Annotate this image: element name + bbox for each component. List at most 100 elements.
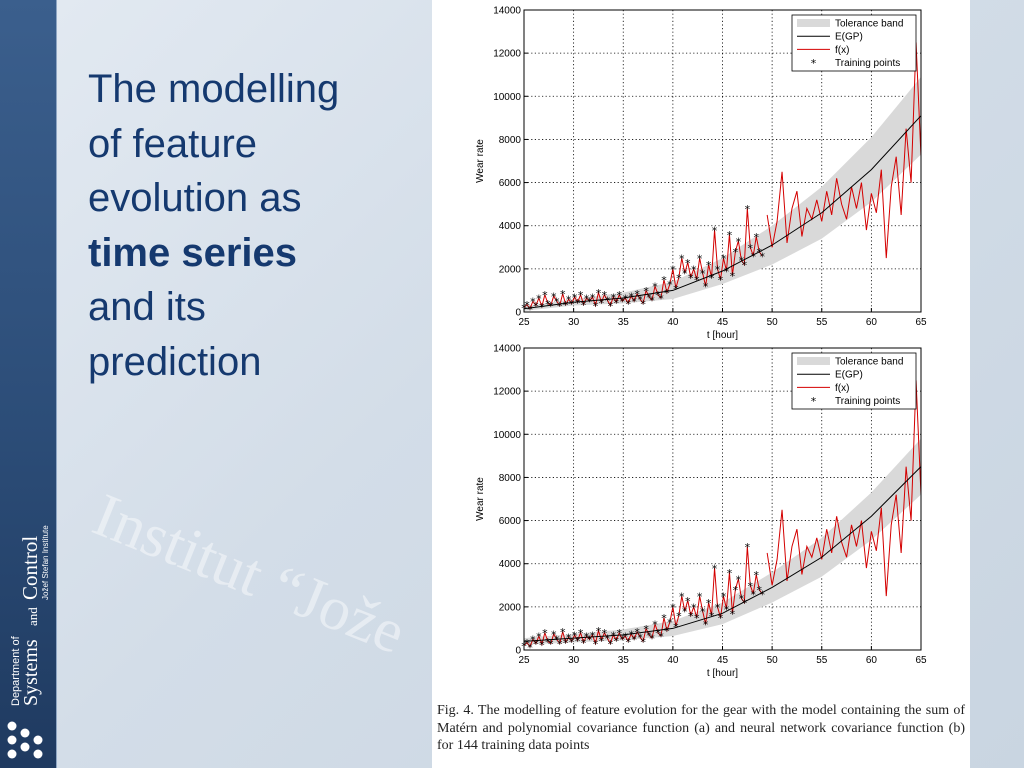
training-point: * bbox=[718, 274, 724, 287]
training-point: * bbox=[584, 630, 590, 643]
y-tick-label: 14000 bbox=[493, 6, 521, 17]
slide-title: The modelling of feature evolution as ti… bbox=[88, 62, 418, 389]
training-point: * bbox=[593, 300, 599, 313]
title-line-5: and its bbox=[88, 285, 206, 329]
training-point: * bbox=[694, 274, 700, 287]
legend-entry-label: Tolerance band bbox=[835, 357, 903, 368]
y-tick-label: 2000 bbox=[499, 602, 522, 613]
training-point: * bbox=[563, 299, 569, 312]
training-point: * bbox=[727, 229, 733, 242]
training-point: * bbox=[727, 567, 733, 580]
x-tick-label: 55 bbox=[816, 317, 828, 328]
x-tick-label: 50 bbox=[767, 317, 779, 328]
training-point: * bbox=[694, 612, 700, 625]
training-point: * bbox=[587, 296, 593, 309]
x-tick-label: 65 bbox=[915, 317, 927, 328]
training-point: * bbox=[756, 584, 762, 597]
training-point: * bbox=[655, 627, 661, 640]
training-point: * bbox=[703, 281, 709, 294]
training-point: * bbox=[640, 298, 646, 311]
y-axis-label: Wear rate bbox=[475, 477, 486, 521]
training-point: * bbox=[682, 606, 688, 619]
training-point: * bbox=[655, 289, 661, 302]
training-point: * bbox=[733, 246, 739, 259]
training-point: * bbox=[673, 283, 679, 296]
training-point: * bbox=[751, 588, 757, 601]
y-axis-label: Wear rate bbox=[475, 139, 486, 183]
training-point: * bbox=[587, 634, 593, 647]
training-point: * bbox=[667, 616, 673, 629]
training-point: * bbox=[700, 268, 706, 281]
x-tick-label: 25 bbox=[518, 655, 530, 666]
training-point: * bbox=[620, 634, 626, 647]
training-point: * bbox=[631, 634, 637, 647]
training-point: * bbox=[554, 296, 560, 309]
training-point: * bbox=[560, 288, 566, 301]
legend-band-swatch bbox=[797, 19, 830, 27]
training-point: * bbox=[759, 588, 765, 601]
training-point: * bbox=[602, 289, 608, 302]
training-point: * bbox=[739, 593, 745, 606]
training-point: * bbox=[676, 272, 682, 285]
training-point: * bbox=[685, 257, 691, 270]
legend: Tolerance band E(GP) f(x) * Training points bbox=[791, 352, 917, 410]
training-point: * bbox=[625, 298, 631, 311]
training-point: * bbox=[581, 299, 587, 312]
training-point: * bbox=[691, 263, 697, 276]
training-point: * bbox=[742, 597, 748, 610]
training-point: * bbox=[643, 285, 649, 298]
training-point: * bbox=[649, 295, 655, 308]
training-point: * bbox=[753, 231, 759, 244]
training-point: * bbox=[530, 634, 536, 647]
training-point: * bbox=[739, 255, 745, 268]
training-point: * bbox=[676, 610, 682, 623]
legend-training-swatch: * bbox=[811, 395, 817, 408]
legend-entry-label: Training points bbox=[835, 396, 900, 407]
training-point: * bbox=[524, 299, 530, 312]
y-tick-label: 12000 bbox=[493, 387, 521, 398]
training-point: * bbox=[646, 291, 652, 304]
training-point: * bbox=[691, 601, 697, 614]
training-point: * bbox=[530, 296, 536, 309]
training-point: * bbox=[608, 638, 614, 651]
y-tick-label: 12000 bbox=[493, 49, 521, 60]
x-tick-label: 40 bbox=[667, 655, 679, 666]
training-point: * bbox=[590, 291, 596, 304]
training-point: * bbox=[551, 628, 557, 641]
training-point: * bbox=[658, 292, 664, 305]
fx-line bbox=[766, 42, 922, 259]
training-point: * bbox=[664, 287, 670, 300]
y-tick-label: 6000 bbox=[499, 178, 522, 189]
y-tick-label: 10000 bbox=[493, 92, 521, 103]
training-point: * bbox=[706, 597, 712, 610]
training-point: * bbox=[527, 641, 533, 654]
training-point: * bbox=[560, 626, 566, 639]
training-point: * bbox=[631, 296, 637, 309]
training-point: * bbox=[646, 629, 652, 642]
x-tick-label: 40 bbox=[667, 317, 679, 328]
legend-entry-label: f(x) bbox=[835, 45, 849, 56]
legend-entry-label: E(GP) bbox=[835, 370, 863, 381]
training-point: * bbox=[548, 638, 554, 651]
training-point: * bbox=[670, 601, 676, 614]
training-point: * bbox=[661, 612, 667, 625]
training-point: * bbox=[745, 541, 751, 554]
training-point: * bbox=[524, 637, 530, 650]
training-point: * bbox=[572, 291, 578, 304]
training-point: * bbox=[575, 635, 581, 648]
training-point: * bbox=[718, 612, 724, 625]
training-point: * bbox=[566, 632, 572, 645]
title-line-4-bold: time series bbox=[88, 230, 298, 275]
training-point: * bbox=[527, 303, 533, 316]
training-point: * bbox=[622, 292, 628, 305]
legend-entry-label: E(GP) bbox=[835, 32, 863, 43]
title-line-6: prediction bbox=[88, 339, 262, 384]
legend-training-swatch: * bbox=[811, 57, 817, 70]
y-tick-label: 0 bbox=[515, 646, 521, 657]
mean-line bbox=[523, 115, 922, 310]
training-point: * bbox=[557, 300, 563, 313]
training-point: * bbox=[634, 626, 640, 639]
training-point: * bbox=[557, 638, 563, 651]
training-point: * bbox=[679, 591, 685, 604]
department-of-label: Department of bbox=[10, 635, 22, 706]
